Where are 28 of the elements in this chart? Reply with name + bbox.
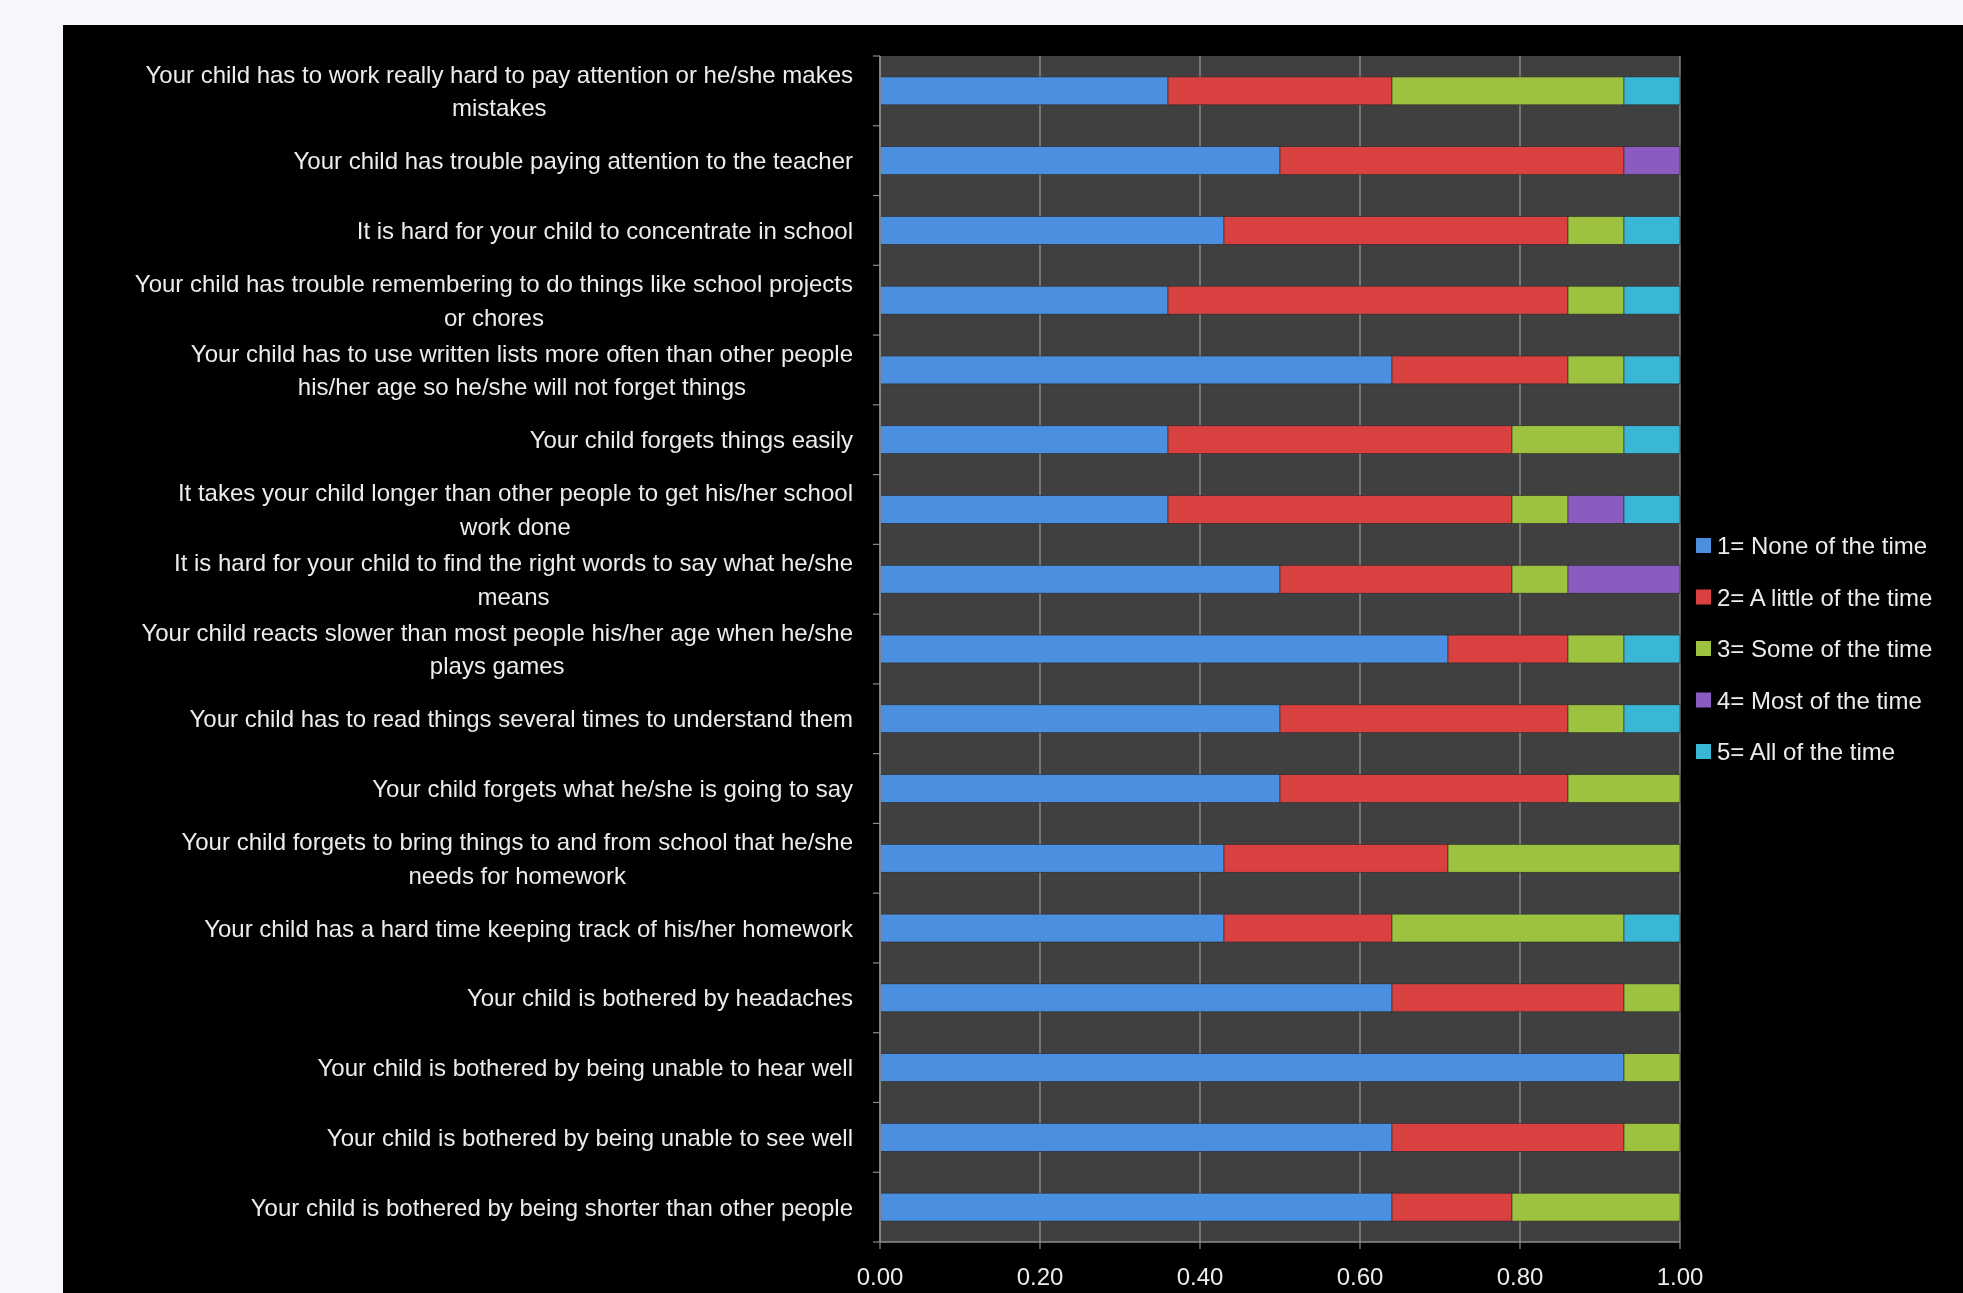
y-tick-label: Your child forgets what he/she is going to say [372, 775, 854, 803]
legend-label: 4= Most of the time [1717, 686, 1922, 714]
y-tick-label: Your child is bothered by being shorter than other people [250, 1193, 854, 1221]
x-tick-label: 0.40 [1176, 1263, 1224, 1290]
legend-label: 3= Some of the time [1717, 635, 1933, 662]
legend-label: 1= None of the time [1717, 532, 1928, 559]
x-tick-label: 1.00 [1656, 1263, 1704, 1290]
y-tick-label: Your child is bothered by headaches [466, 984, 854, 1012]
y-tick-label: Your child has trouble remembering to do things like school projects or chores [134, 270, 853, 331]
y-tick-label: Your child has trouble paying attention to the teacher [293, 147, 854, 175]
y-tick-label: Your child has to read things several times to understand them [189, 705, 853, 733]
y-tick-label: It is hard for your child to concentrate in school [356, 217, 854, 245]
y-tick-label: Your child has to use written lists more often than other people his/her age so he/she will not forget things [190, 339, 853, 401]
y-tick-label: Your child reacts slower than most people his/her age when he/she plays games [141, 618, 853, 680]
y-tick-label: Your child has to work really hard to pay attention or he/she makes mistakes [145, 60, 853, 122]
x-tick-label: 0.60 [1336, 1263, 1384, 1290]
y-tick-label: It takes your child longer than other people to get his/her school work done [177, 479, 854, 540]
y-tick-label: Your child has a hard time keeping track of his/her homework [204, 914, 854, 942]
y-tick-label: Your child is bothered by being unable to hear well [317, 1054, 853, 1082]
x-tick-label: 0.00 [856, 1263, 904, 1290]
y-tick-label: Your child forgets to bring things to and from school that he/she needs for homework [181, 828, 854, 889]
x-tick-label: 0.20 [1016, 1263, 1064, 1290]
y-tick-label: Your child is bothered by being unable to see well [326, 1123, 853, 1151]
legend-label: 5= All of the time [1717, 738, 1896, 765]
y-tick-label: It is hard for your child to find the right words to say what he/she means [173, 549, 853, 610]
y-tick-label: Your child forgets things easily [529, 426, 853, 454]
x-tick-label: 0.80 [1496, 1263, 1544, 1290]
legend-label: 2= A little of the time [1717, 583, 1933, 611]
